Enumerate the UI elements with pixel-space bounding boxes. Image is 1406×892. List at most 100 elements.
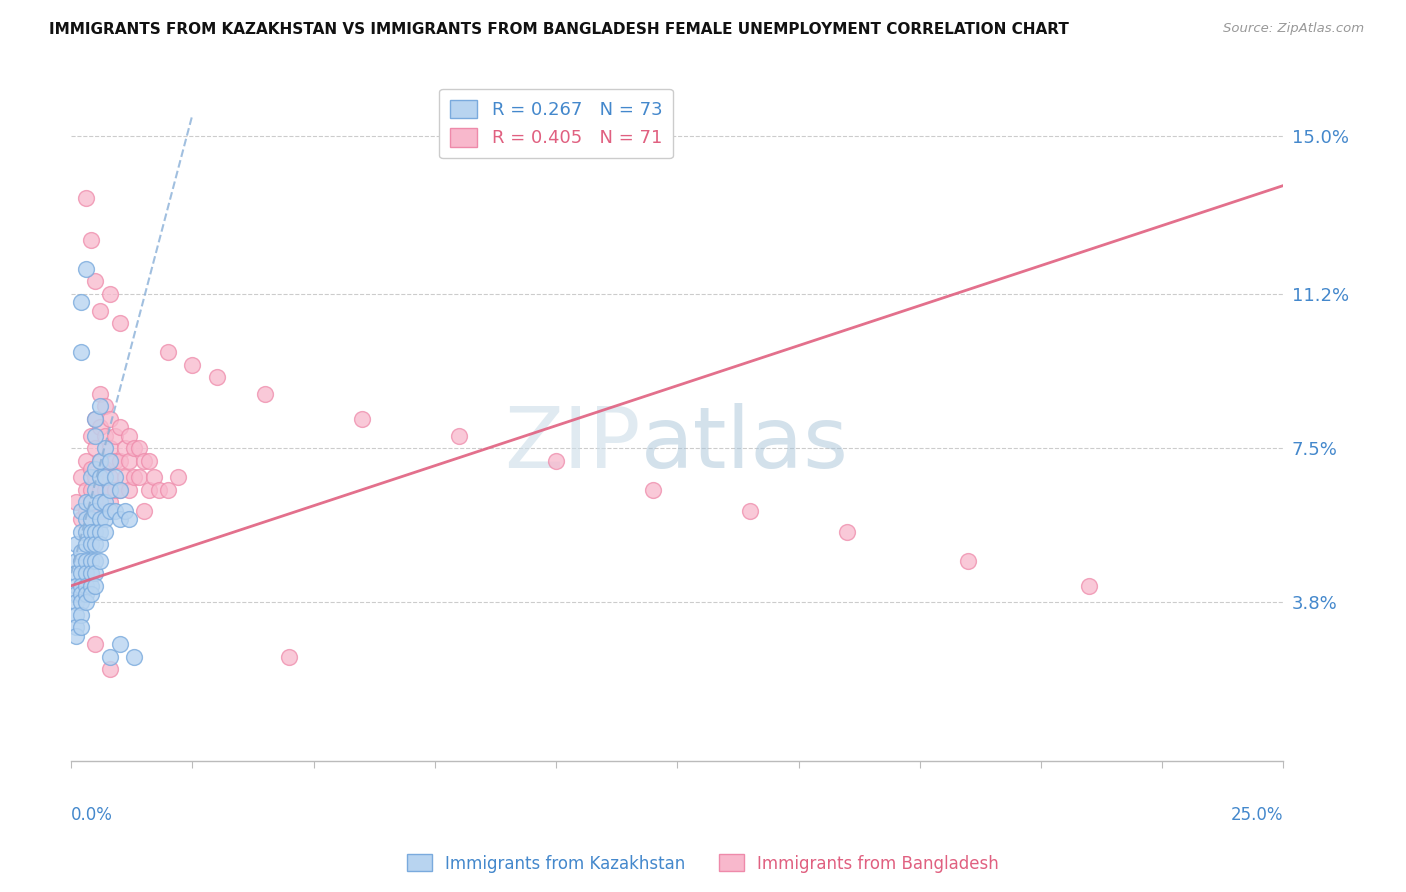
Point: [98, 483, 121, 497]
Point: [84, 495, 107, 509]
Point: [104, 470, 127, 484]
Point: [278, 649, 301, 664]
Point: [84, 504, 107, 518]
Point: [94, 483, 117, 497]
Point: [75, 191, 97, 205]
Point: [89, 524, 111, 539]
Point: [89, 420, 111, 434]
Point: [89, 453, 111, 467]
Point: [79, 483, 101, 497]
Point: [181, 358, 204, 372]
Point: [108, 637, 131, 651]
Point: [114, 504, 136, 518]
Point: [84, 566, 107, 581]
Text: Source: ZipAtlas.com: Source: ZipAtlas.com: [1223, 22, 1364, 36]
Point: [79, 524, 101, 539]
Point: [65, 579, 87, 593]
Point: [75, 453, 97, 467]
Point: [132, 453, 155, 467]
Point: [104, 504, 127, 518]
Legend: R = 0.267   N = 73, R = 0.405   N = 71: R = 0.267 N = 73, R = 0.405 N = 71: [439, 89, 673, 158]
Point: [546, 453, 568, 467]
Point: [98, 649, 121, 664]
Point: [70, 566, 93, 581]
Point: [114, 470, 136, 484]
Point: [70, 295, 93, 310]
Point: [108, 512, 131, 526]
Point: [65, 495, 87, 509]
Point: [79, 579, 101, 593]
Point: [89, 453, 111, 467]
Point: [132, 504, 155, 518]
Text: ZIP: ZIP: [505, 403, 641, 486]
Point: [75, 554, 97, 568]
Point: [75, 587, 97, 601]
Point: [84, 441, 107, 455]
Point: [75, 595, 97, 609]
Point: [138, 453, 160, 467]
Point: [70, 620, 93, 634]
Point: [449, 428, 471, 442]
Text: atlas: atlas: [641, 403, 849, 486]
Point: [70, 587, 93, 601]
Point: [108, 483, 131, 497]
Text: IMMIGRANTS FROM KAZAKHSTAN VS IMMIGRANTS FROM BANGLADESH FEMALE UNEMPLOYMENT COR: IMMIGRANTS FROM KAZAKHSTAN VS IMMIGRANTS…: [49, 22, 1069, 37]
Point: [94, 512, 117, 526]
Point: [94, 524, 117, 539]
Point: [104, 453, 127, 467]
Point: [94, 504, 117, 518]
Point: [94, 470, 117, 484]
Point: [98, 412, 121, 426]
Point: [84, 483, 107, 497]
Point: [128, 441, 150, 455]
Legend: Immigrants from Kazakhstan, Immigrants from Bangladesh: Immigrants from Kazakhstan, Immigrants f…: [401, 847, 1005, 880]
Point: [65, 620, 87, 634]
Point: [84, 524, 107, 539]
Point: [122, 470, 145, 484]
Point: [104, 483, 127, 497]
Point: [65, 566, 87, 581]
Point: [138, 483, 160, 497]
Point: [89, 483, 111, 497]
Point: [98, 504, 121, 518]
Text: 25.0%: 25.0%: [1230, 805, 1284, 823]
Point: [70, 545, 93, 559]
Point: [84, 462, 107, 476]
Point: [84, 537, 107, 551]
Point: [79, 462, 101, 476]
Text: 0.0%: 0.0%: [72, 805, 112, 823]
Point: [79, 512, 101, 526]
Point: [84, 554, 107, 568]
Point: [84, 637, 107, 651]
Point: [84, 412, 107, 426]
Point: [98, 453, 121, 467]
Point: [641, 483, 664, 497]
Point: [122, 649, 145, 664]
Point: [118, 428, 141, 442]
Point: [70, 504, 93, 518]
Point: [75, 483, 97, 497]
Point: [75, 512, 97, 526]
Point: [79, 554, 101, 568]
Point: [108, 420, 131, 434]
Point: [79, 428, 101, 442]
Point: [122, 441, 145, 455]
Point: [89, 470, 111, 484]
Point: [254, 387, 277, 401]
Point: [957, 554, 980, 568]
Point: [118, 453, 141, 467]
Point: [65, 554, 87, 568]
Point: [70, 579, 93, 593]
Point: [98, 441, 121, 455]
Point: [94, 428, 117, 442]
Point: [65, 595, 87, 609]
Point: [114, 441, 136, 455]
Point: [98, 662, 121, 676]
Point: [108, 483, 131, 497]
Point: [94, 495, 117, 509]
Point: [89, 495, 111, 509]
Point: [104, 428, 127, 442]
Point: [89, 387, 111, 401]
Point: [89, 303, 111, 318]
Point: [70, 595, 93, 609]
